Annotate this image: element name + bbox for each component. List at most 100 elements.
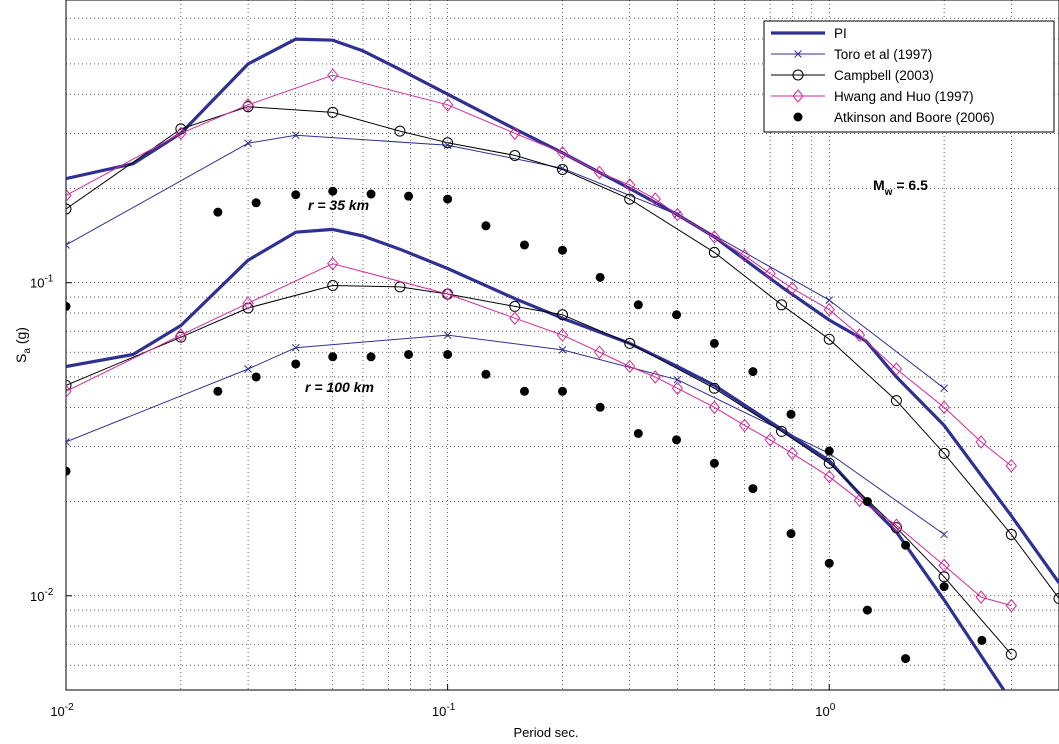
data-point-hwang-and-huo-1997 <box>671 381 684 396</box>
data-point-atkinson-and-boore-2006 <box>901 654 911 664</box>
data-point-campbell-2003 <box>66 203 72 215</box>
data-point-campbell-2003 <box>938 447 950 459</box>
legend: PI Toro et al (1997) Campbell (2003) Hwang … <box>763 20 1055 133</box>
data-point-hwang-and-huo-1997 <box>738 418 751 433</box>
data-point-campbell-2003 <box>327 106 339 118</box>
legend-entry-hwang-and-huo-1997: Hwang and Huo (1997) <box>771 89 974 104</box>
data-point-hwang-and-huo-1997 <box>1005 598 1017 613</box>
data-point-hwang-and-huo-1997 <box>671 207 684 222</box>
series-line-hwang-and-huo-1997-r35 <box>66 74 1012 467</box>
data-point-atkinson-and-boore-2006 <box>939 582 949 592</box>
legend-entry-campbell-2003: Campbell (2003) <box>771 68 934 83</box>
data-point-campbell-2003 <box>890 395 902 407</box>
legend-label: Toro et al (1997) <box>834 47 932 62</box>
data-point-atkinson-and-boore-2006 <box>443 194 453 204</box>
data-point-atkinson-and-boore-2006 <box>366 352 376 362</box>
data-point-campbell-2003 <box>66 379 72 391</box>
data-point-hwang-and-huo-1997 <box>975 590 987 604</box>
data-point-atkinson-and-boore-2006 <box>519 386 529 396</box>
data-point-campbell-2003 <box>394 125 406 137</box>
data-point-atkinson-and-boore-2006 <box>672 435 682 445</box>
data-point-atkinson-and-boore-2006 <box>595 402 605 412</box>
data-point-campbell-2003 <box>776 425 788 437</box>
series-line-campbell-2003-r35 <box>66 106 1059 599</box>
data-point-atkinson-and-boore-2006 <box>709 338 719 348</box>
data-point-campbell-2003 <box>1005 528 1017 540</box>
data-point-hwang-and-huo-1997 <box>649 192 661 206</box>
series-atkinson-and-boore-2006 <box>66 186 987 664</box>
data-point-atkinson-and-boore-2006 <box>291 359 301 369</box>
data-point-hwang-and-huo-1997 <box>786 446 798 461</box>
data-point-campbell-2003 <box>557 163 568 175</box>
data-point-hwang-and-huo-1997 <box>853 328 866 342</box>
legend-label: Hwang and Huo (1997) <box>834 89 974 104</box>
data-point-hwang-and-huo-1997 <box>975 435 987 449</box>
data-point-campbell-2003 <box>1005 648 1017 660</box>
legend-marker <box>794 50 802 58</box>
data-point-toro-et-al-1997 <box>291 131 300 140</box>
data-point-hwang-and-huo-1997 <box>738 248 751 263</box>
series-line-hwang-and-huo-1997-r100 <box>66 263 1012 607</box>
data-point-hwang-and-huo-1997 <box>441 287 454 301</box>
data-point-atkinson-and-boore-2006 <box>862 605 872 615</box>
series-toro-et-al-1997 <box>66 131 948 539</box>
series-campbell-2003 <box>66 101 1059 660</box>
legend-label: Campbell (2003) <box>834 68 934 83</box>
data-point-atkinson-and-boore-2006 <box>672 310 682 320</box>
data-point-hwang-and-huo-1997 <box>175 328 187 342</box>
data-point-toro-et-al-1997 <box>244 365 252 373</box>
legend-entry-toro-et-al-1997: Toro et al (1997) <box>771 47 932 62</box>
legend-box <box>763 20 1055 133</box>
data-point-atkinson-and-boore-2006 <box>633 300 643 310</box>
data-point-atkinson-and-boore-2006 <box>824 446 834 456</box>
data-point-hwang-and-huo-1997 <box>509 311 521 326</box>
data-point-atkinson-and-boore-2006 <box>786 409 796 419</box>
data-point-campbell-2003 <box>1053 593 1059 605</box>
legend-label: Atkinson and Boore (2006) <box>834 110 995 125</box>
data-point-toro-et-al-1997 <box>940 530 948 539</box>
data-point-hwang-and-huo-1997 <box>441 98 454 112</box>
data-point-hwang-and-huo-1997 <box>786 281 798 296</box>
data-point-atkinson-and-boore-2006 <box>748 484 758 494</box>
data-point-atkinson-and-boore-2006 <box>709 458 719 468</box>
data-point-atkinson-and-boore-2006 <box>328 186 338 196</box>
data-point-hwang-and-huo-1997 <box>327 68 339 83</box>
data-point-hwang-and-huo-1997 <box>764 432 776 447</box>
data-point-toro-et-al-1997 <box>673 375 682 384</box>
data-point-atkinson-and-boore-2006 <box>213 386 223 396</box>
data-point-campbell-2003 <box>442 137 454 149</box>
x-tick-label: 10-1 <box>432 702 456 719</box>
data-point-atkinson-and-boore-2006 <box>366 189 376 199</box>
data-point-campbell-2003 <box>823 333 835 345</box>
data-point-hwang-and-huo-1997 <box>556 146 569 160</box>
data-point-atkinson-and-boore-2006 <box>328 352 338 362</box>
data-point-atkinson-and-boore-2006 <box>291 190 301 200</box>
data-point-atkinson-and-boore-2006 <box>558 386 567 396</box>
series-layer <box>66 37 1059 690</box>
data-point-atkinson-and-boore-2006 <box>443 349 453 359</box>
data-point-atkinson-and-boore-2006 <box>633 428 643 438</box>
legend-marker <box>793 112 803 122</box>
data-point-campbell-2003 <box>624 193 636 205</box>
y-axis-label: Sa (g) <box>13 327 33 363</box>
data-point-toro-et-al-1997 <box>940 384 948 393</box>
data-point-atkinson-and-boore-2006 <box>251 198 261 208</box>
data-point-atkinson-and-boore-2006 <box>404 191 414 201</box>
series-line-toro-et-al-1997-r100 <box>66 334 945 535</box>
data-point-hwang-and-huo-1997 <box>938 558 950 573</box>
legend-label: PI <box>834 26 847 41</box>
data-point-hwang-and-huo-1997 <box>624 178 636 192</box>
data-point-hwang-and-huo-1997 <box>593 165 606 180</box>
data-point-hwang-and-huo-1997 <box>1005 459 1017 473</box>
data-point-atkinson-and-boore-2006 <box>481 369 491 379</box>
data-point-toro-et-al-1997 <box>291 343 300 352</box>
data-point-hwang-and-huo-1997 <box>66 188 72 203</box>
data-point-hwang-and-huo-1997 <box>66 384 72 399</box>
data-point-hwang-and-huo-1997 <box>624 359 636 374</box>
data-point-campbell-2003 <box>509 300 521 312</box>
data-point-campbell-2003 <box>509 149 521 161</box>
series-line-toro-et-al-1997-r35 <box>66 134 945 389</box>
data-point-toro-et-al-1997 <box>558 346 567 354</box>
y-tick-label: 10-2 <box>30 587 54 604</box>
data-point-campbell-2003 <box>708 246 720 258</box>
